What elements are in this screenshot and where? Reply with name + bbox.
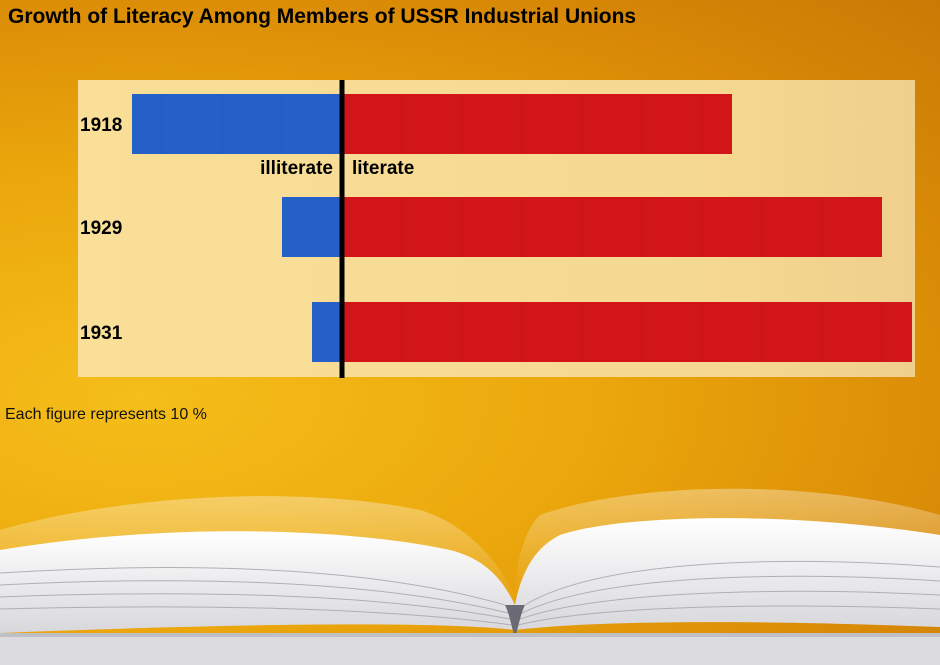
bar-illiterate-1931	[312, 302, 342, 362]
labels-layer: 1918 1929 1931 illiterate literate	[80, 115, 414, 344]
category-label-1918: 1918	[80, 115, 122, 136]
chart: 1918 1929 1931 illiterate literate	[78, 80, 915, 378]
open-book-illustration	[0, 488, 940, 665]
bar-literate-1931	[342, 302, 912, 362]
figure-note: Each figure represents 10 %	[5, 406, 207, 423]
bars-layer	[132, 94, 912, 362]
series-label-illiterate: illiterate	[260, 158, 333, 179]
bar-illiterate-1929	[282, 197, 342, 257]
bar-literate-1918	[342, 94, 732, 154]
category-label-1929: 1929	[80, 218, 122, 239]
chart-title: Growth of Literacy Among Members of USSR…	[8, 5, 637, 28]
bar-illiterate-1918	[132, 94, 342, 154]
bar-literate-1929	[342, 197, 882, 257]
category-label-1931: 1931	[80, 323, 123, 344]
series-label-literate: literate	[352, 158, 414, 179]
